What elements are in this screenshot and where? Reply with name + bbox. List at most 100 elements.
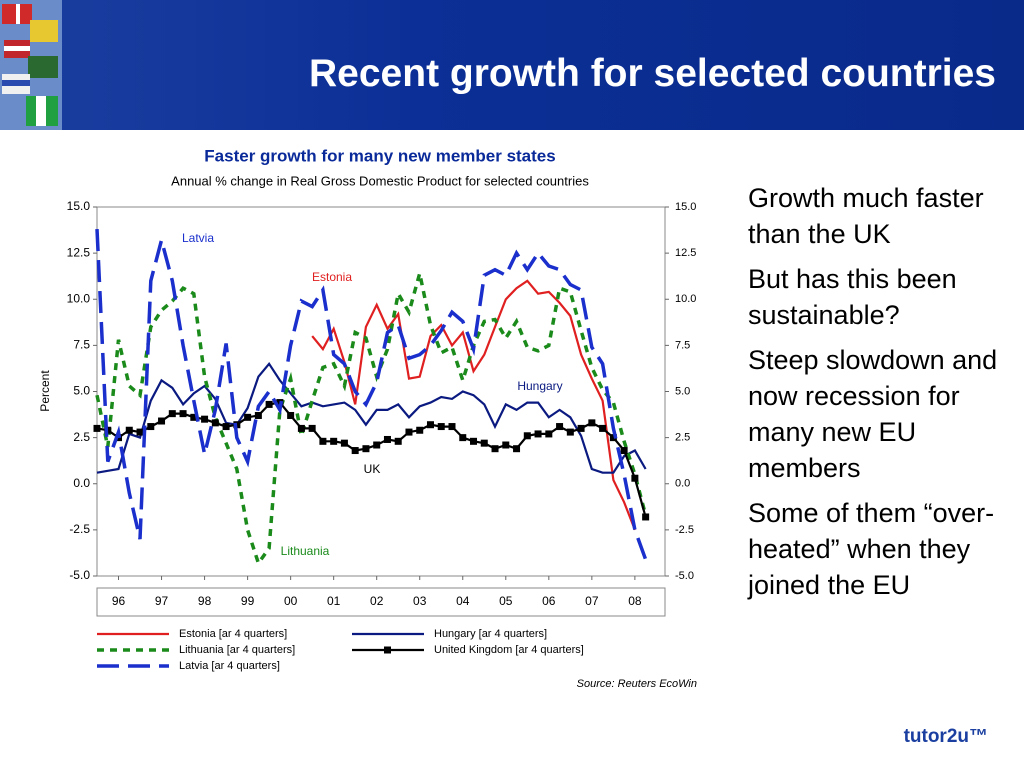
series-marker xyxy=(330,437,338,445)
series-marker xyxy=(620,447,628,455)
x-tick-label: 03 xyxy=(413,594,427,608)
series-marker xyxy=(394,437,402,445)
legend-label: Lithuania [ar 4 quarters] xyxy=(179,644,295,656)
brand: tutor2u™ xyxy=(903,726,988,747)
series-marker xyxy=(147,423,155,431)
y2-tick-label: 15.0 xyxy=(675,201,696,213)
annotation: Lithuania xyxy=(281,544,330,558)
series-marker xyxy=(631,474,639,482)
series-marker xyxy=(513,445,521,453)
series-marker xyxy=(211,419,219,427)
series-marker xyxy=(244,413,252,421)
series-marker xyxy=(308,424,316,432)
y-tick-label: 5.0 xyxy=(73,384,90,398)
series-marker xyxy=(362,445,370,453)
bullet: Steep slowdown and now recession for man… xyxy=(748,345,998,483)
series-marker xyxy=(459,434,467,442)
y-tick-label: 0.0 xyxy=(73,476,90,490)
x-tick-label: 08 xyxy=(628,594,642,608)
series-marker xyxy=(588,419,596,427)
legend-label: Estonia [ar 4 quarters] xyxy=(179,628,287,640)
annotation: UK xyxy=(364,462,381,476)
series-marker xyxy=(383,435,391,443)
flags xyxy=(0,0,62,130)
bullet-list: Growth much faster than the UK But has th… xyxy=(748,180,1016,612)
series-marker xyxy=(556,423,564,431)
series-marker xyxy=(502,441,510,449)
x-tick-label: 98 xyxy=(198,594,212,608)
series-marker xyxy=(373,441,381,449)
series-marker xyxy=(448,423,456,431)
y2-tick-label: 5.0 xyxy=(675,385,690,397)
y-axis-label: Percent xyxy=(38,370,52,412)
series-marker xyxy=(545,430,553,438)
y2-tick-label: -5.0 xyxy=(675,570,694,582)
x-tick-label: 05 xyxy=(499,594,513,608)
series-marker xyxy=(287,411,295,419)
chart: Faster growth for many new member states… xyxy=(38,146,697,690)
series-marker xyxy=(609,434,617,442)
series-marker xyxy=(534,430,542,438)
series-marker xyxy=(297,424,305,432)
series-marker xyxy=(426,421,434,429)
x-tick-label: 01 xyxy=(327,594,341,608)
plot-frame xyxy=(96,206,666,577)
series-line xyxy=(96,361,647,474)
series-marker xyxy=(265,400,273,408)
series-marker xyxy=(437,423,445,431)
source: Source: Reuters EcoWin xyxy=(577,678,697,690)
y-tick-label: -2.5 xyxy=(69,522,90,536)
x-tick-label: 04 xyxy=(456,594,470,608)
y-tick-label: 10.0 xyxy=(67,291,91,305)
y-tick-label: 12.5 xyxy=(67,245,91,259)
x-tick-label: 07 xyxy=(585,594,599,608)
x-tick-label: 02 xyxy=(370,594,384,608)
bullet: Growth much faster than the UK xyxy=(748,183,984,249)
series-marker xyxy=(416,426,424,434)
x-tick-label: 06 xyxy=(542,594,556,608)
series-marker xyxy=(599,424,607,432)
series-marker xyxy=(405,428,413,436)
y2-tick-label: 10.0 xyxy=(675,293,696,305)
y2-tick-label: 7.5 xyxy=(675,339,690,351)
series-marker xyxy=(523,432,531,440)
series-marker xyxy=(566,428,574,436)
annotation: Latvia xyxy=(182,231,214,245)
series-line xyxy=(95,229,648,560)
legend-label: United Kingdom [ar 4 quarters] xyxy=(434,644,584,656)
annotation: Hungary xyxy=(517,379,562,393)
y2-tick-label: 0.0 xyxy=(675,478,690,490)
series-marker xyxy=(179,410,187,418)
series-marker xyxy=(577,424,585,432)
series-marker xyxy=(158,417,166,425)
series-marker xyxy=(319,437,327,445)
y-tick-label: -5.0 xyxy=(69,568,90,582)
series-marker xyxy=(340,439,348,447)
series-marker xyxy=(642,513,650,521)
y-tick-label: 7.5 xyxy=(73,338,90,352)
x-tick-label: 00 xyxy=(284,594,298,608)
legend-label: Latvia [ar 4 quarters] xyxy=(179,660,280,672)
series-marker xyxy=(351,447,359,455)
series-line xyxy=(96,401,647,518)
chart-title: Faster growth for many new member states xyxy=(204,146,555,165)
series-marker xyxy=(93,424,101,432)
annotation: Estonia xyxy=(312,270,352,284)
series-marker xyxy=(254,411,262,419)
series-marker xyxy=(201,415,209,423)
series-marker xyxy=(190,413,198,421)
bullet: Some of them “over-heated” when they joi… xyxy=(748,498,995,600)
chart-subtitle: Annual % change in Real Gross Domestic P… xyxy=(171,173,589,188)
series-marker xyxy=(125,426,133,434)
series-marker xyxy=(222,423,230,431)
series-marker xyxy=(491,445,499,453)
x-tick-label: 99 xyxy=(241,594,255,608)
series-marker xyxy=(136,428,144,436)
legend-label: Hungary [ar 4 quarters] xyxy=(434,628,547,640)
series-line xyxy=(311,279,636,531)
slide-title: Recent growth for selected countries xyxy=(309,52,996,95)
x-tick-label: 96 xyxy=(112,594,126,608)
y2-tick-label: -2.5 xyxy=(675,524,694,536)
x-axis-box xyxy=(96,587,666,617)
